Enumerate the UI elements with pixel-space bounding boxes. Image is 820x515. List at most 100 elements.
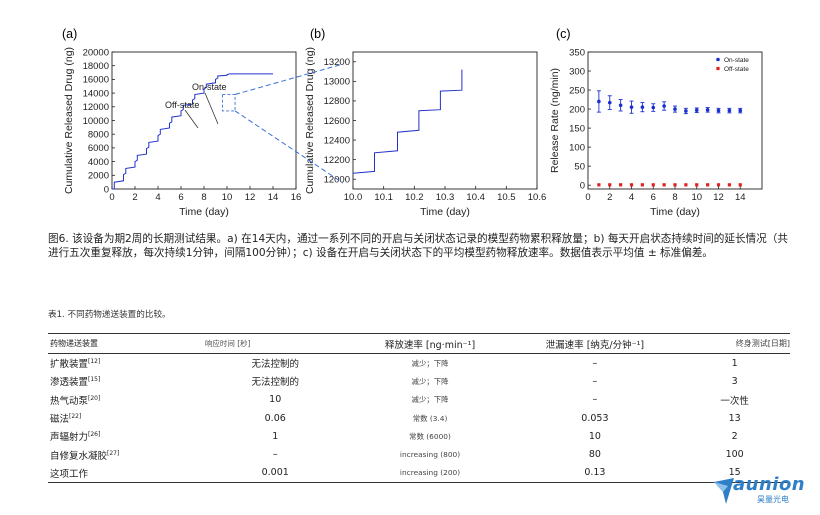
- data-point-on-state: [651, 105, 656, 110]
- data-point-off-state: [629, 183, 634, 187]
- cell-response: 1: [203, 427, 348, 445]
- cell-leak-text: –: [592, 394, 598, 406]
- cell-release: increasing (800): [348, 445, 513, 463]
- x-tick-label: 4: [629, 192, 634, 203]
- y-tick-label: 12800: [324, 96, 350, 107]
- cell-leak: 0.13: [512, 464, 677, 483]
- cell-device: 渗透装置[15]: [48, 372, 203, 390]
- data-point-off-state: [662, 183, 666, 187]
- reference-marker: [27]: [107, 449, 120, 457]
- plot-frame: [111, 51, 297, 190]
- data-point-on-state: [640, 105, 645, 109]
- cell-device: 这项工作: [48, 464, 203, 483]
- cell-release-text: 减少；下降: [411, 376, 449, 386]
- y-tick-label: 12000: [83, 102, 109, 113]
- x-tick-label: 10.4: [466, 192, 485, 203]
- aunion-logo-icon: [714, 478, 734, 504]
- cell-release: increasing (200): [348, 464, 513, 483]
- cell-release: 减少；下降: [348, 372, 513, 390]
- cell-device-text: 热气动泵: [50, 395, 89, 407]
- cell-response: 无法控制的: [203, 354, 348, 373]
- data-point-on-state: [716, 108, 721, 113]
- header-life: 终身测试[日期]: [735, 339, 790, 348]
- cell-life: 一次性: [677, 391, 790, 409]
- data-point-on-state: [727, 108, 732, 113]
- x-tick-label: 6: [651, 192, 656, 203]
- x-tick-label: 16: [291, 192, 302, 203]
- cell-life-text: 13: [728, 412, 741, 424]
- cell-leak: –: [512, 354, 677, 373]
- cell-device: 扩散装置[12]: [48, 354, 203, 373]
- x-tick-label: 8: [201, 192, 206, 203]
- annotation-on-state: On-state: [192, 82, 227, 92]
- cell-life: 13: [677, 409, 790, 427]
- y-tick-label: 0: [580, 180, 585, 191]
- x-tick-label: 6: [178, 192, 183, 203]
- x-tick-label: 10: [222, 192, 233, 203]
- cell-leak: –: [512, 372, 677, 390]
- table-row: 磁法[22] 0.06 常数 (3.4) 0.053 13: [48, 409, 790, 427]
- reference-marker: [15]: [88, 376, 101, 384]
- cell-response: 10: [203, 391, 348, 409]
- cell-leak-text: 10: [588, 430, 601, 442]
- cell-response-text: 1: [272, 430, 279, 442]
- legend-marker-off-state: [716, 66, 720, 71]
- cell-life: 100: [677, 445, 790, 463]
- y-tick-label: 250: [569, 85, 585, 96]
- cell-release-text: 常数 (6000): [409, 431, 451, 441]
- x-tick-label: 12: [245, 192, 256, 203]
- x-tick-label: 2: [132, 192, 137, 203]
- table-row: 这项工作 0.001 increasing (200) 0.13 15: [48, 464, 790, 483]
- cell-life: 2: [677, 427, 790, 445]
- cell-leak: 10: [512, 427, 677, 445]
- cell-device: 热气动泵[20]: [48, 391, 203, 409]
- cell-life-text: 1: [731, 357, 738, 369]
- legend-label: On-state: [724, 57, 749, 64]
- cell-release-text: increasing (200): [399, 468, 461, 478]
- x-tick-label: 10.0: [344, 192, 363, 203]
- y-tick-label: 16000: [83, 75, 109, 86]
- legend-label: Off-state: [724, 66, 749, 73]
- zoom-line-top: [234, 63, 344, 95]
- data-point-on-state: [684, 109, 688, 113]
- header-device: 药物递送装置: [50, 339, 98, 348]
- cell-life-text: 一次性: [720, 395, 749, 407]
- x-tick-label: 4: [155, 192, 160, 203]
- figure: (a) (b) (c) 0 2 4 6 8 10 12 14 16020004000600080…: [62, 27, 763, 218]
- plot-frame: [352, 51, 538, 190]
- y-tick-label: 300: [569, 66, 585, 77]
- y-tick-label: 20000: [83, 47, 109, 58]
- annotation-off-state: Off-state: [165, 100, 199, 110]
- cell-life: 3: [677, 372, 790, 390]
- table-row: 热气动泵[20] 10 减少；下降 – 一次性: [48, 391, 790, 409]
- y-tick-label: 18000: [83, 61, 109, 72]
- cell-life-text: 15: [728, 467, 741, 479]
- data-point-off-state: [727, 183, 731, 187]
- table-title: 表1. 不同药物递送装置的比较。: [48, 310, 171, 320]
- y-axis-label: Cumulative Released Drug (ng): [304, 47, 316, 194]
- cell-response-text: 无法控制的: [251, 359, 299, 371]
- data-point-on-state: [662, 104, 666, 108]
- cell-leak: –: [512, 391, 677, 409]
- cell-release-text: 减少；下降: [411, 358, 449, 368]
- data-point-off-state: [673, 183, 677, 187]
- annotation-arrow-on: [204, 92, 219, 125]
- cell-life-text: 100: [725, 449, 744, 461]
- comparison-table: 药物递送装置 响应时间 [秒] 释放速率 [ng·min⁻¹] 泄漏速率 [纳克…: [48, 333, 790, 483]
- cell-leak-text: 0.13: [584, 467, 606, 479]
- x-axis-label: Time (day): [650, 206, 700, 218]
- x-tick-label: 10.2: [405, 192, 424, 203]
- data-point-off-state: [597, 183, 601, 187]
- cell-response: 0.06: [203, 409, 348, 427]
- data-point-on-state: [597, 99, 601, 104]
- data-point-on-state: [607, 100, 612, 105]
- cell-device-text: 声辐射力: [50, 432, 89, 444]
- cell-life-text: 2: [731, 430, 738, 442]
- cell-device-text: 渗透装置: [50, 377, 89, 389]
- x-tick-label: 10.6: [528, 192, 547, 203]
- data-point-off-state: [651, 183, 655, 187]
- reference-marker: [12]: [88, 357, 101, 365]
- x-tick-label: 14: [735, 192, 746, 203]
- reference-marker: [20]: [88, 394, 101, 402]
- y-tick-label: 350: [569, 47, 585, 58]
